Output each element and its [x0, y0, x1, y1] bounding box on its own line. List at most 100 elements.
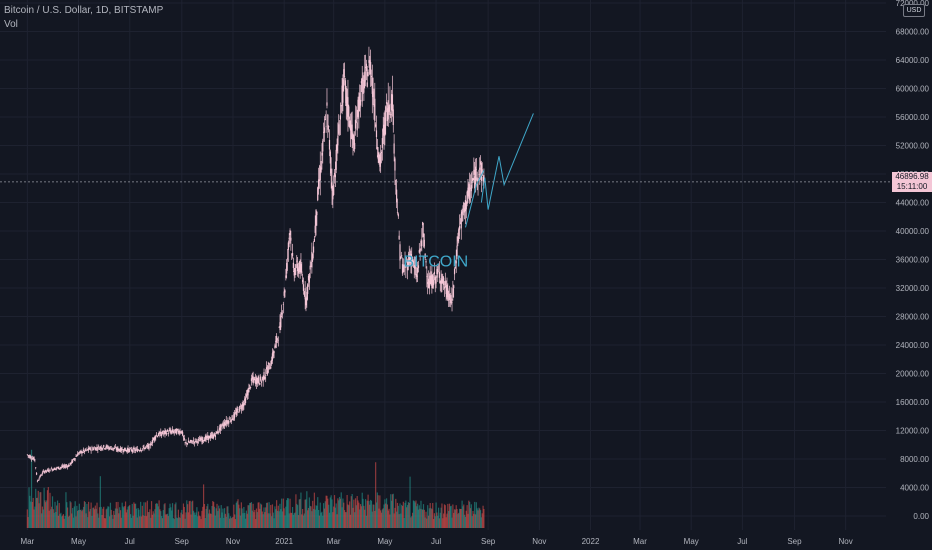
volume-bar — [448, 510, 450, 528]
volume-bar — [204, 518, 206, 528]
candle-body — [449, 302, 451, 303]
candle-body — [406, 260, 408, 261]
candle-body — [102, 448, 104, 450]
candle-body — [198, 438, 200, 440]
volume-bar — [182, 503, 185, 528]
candle-body — [291, 252, 294, 257]
candle-body — [285, 275, 287, 278]
candle-body — [419, 249, 421, 252]
candle-body — [435, 277, 437, 284]
price-axis[interactable]: 72000.0068000.0064000.0060000.0056000.00… — [896, 0, 930, 521]
volume-bar — [379, 495, 381, 528]
candle-body — [432, 276, 434, 288]
volume-bar — [124, 506, 126, 528]
volume-bar — [49, 492, 51, 528]
candle-body — [145, 445, 148, 447]
volume-bar — [34, 506, 36, 528]
candle-body — [319, 165, 321, 181]
candle-body — [309, 265, 311, 270]
volume-bar — [253, 512, 255, 528]
candle-body — [197, 438, 200, 441]
candle-body — [364, 71, 366, 82]
volume-bar — [459, 508, 462, 528]
candle-body — [263, 372, 265, 380]
volume-bar — [268, 502, 270, 528]
volume-bar — [104, 518, 106, 528]
candle-body — [415, 273, 417, 277]
volume-bar — [69, 501, 71, 528]
volume-bar — [50, 509, 52, 528]
candle-body — [382, 130, 384, 132]
candle-body — [109, 446, 112, 448]
volume-bar — [56, 500, 59, 528]
volume-bar — [254, 510, 256, 528]
symbol-title[interactable]: Bitcoin / U.S. Dollar, 1D, BITSTAMP — [4, 5, 164, 16]
candle-body — [478, 174, 480, 175]
candle-body — [121, 449, 123, 451]
volume-bar — [478, 507, 480, 528]
volume-bar — [356, 496, 358, 528]
volume-bar — [239, 508, 241, 528]
volume-bar — [347, 504, 349, 528]
candle-body — [185, 442, 187, 443]
volume-bar — [385, 498, 388, 528]
volume-label[interactable]: Vol — [4, 19, 18, 30]
volume-bar — [206, 506, 208, 528]
candle-body — [220, 424, 222, 428]
candle-body — [414, 265, 416, 269]
volume-bar — [390, 494, 392, 528]
volume-bar — [184, 518, 186, 528]
volume-bar — [339, 498, 341, 528]
candle-body — [272, 351, 274, 357]
candle-body — [173, 431, 175, 433]
candle-body — [248, 387, 250, 393]
volume-bar — [29, 495, 31, 528]
volume-bar — [481, 513, 483, 528]
candle-body — [469, 186, 471, 201]
candle-body — [289, 230, 291, 235]
currency-badge[interactable]: USD — [903, 4, 925, 17]
volume-bar — [472, 510, 474, 528]
volume-bar — [120, 517, 122, 528]
volume-bar — [318, 515, 321, 528]
candle-body — [476, 177, 478, 182]
candle-body — [409, 257, 411, 264]
candle-body — [154, 436, 156, 440]
volume-bar — [147, 512, 149, 528]
volume-bar — [152, 511, 154, 528]
candle-body — [374, 98, 376, 121]
candle-body — [79, 450, 81, 452]
candle-body — [322, 140, 324, 152]
volume-bar — [79, 509, 81, 528]
candle-body — [452, 288, 454, 298]
candle-body — [367, 72, 369, 77]
volume-bar — [146, 500, 148, 528]
volume-bar — [77, 510, 80, 528]
volume-bar — [479, 508, 481, 528]
volume-bar — [366, 500, 368, 528]
candle-body — [200, 437, 202, 441]
volume-bar — [414, 502, 416, 528]
volume-bar — [207, 503, 209, 528]
candle-body — [138, 450, 140, 451]
candle-body — [356, 122, 358, 131]
volume-bar — [470, 504, 472, 528]
candle-body — [75, 456, 77, 458]
volume-bar — [161, 518, 164, 528]
candle-body — [158, 432, 160, 436]
volume-bar — [309, 505, 311, 528]
candle-body — [72, 459, 74, 463]
candle-body — [368, 60, 370, 63]
volume-bar — [383, 504, 385, 528]
time-axis[interactable]: Mar May Jul Sep Nov 2021 Mar May Jul Sep Nov 2022 Ma… — [20, 537, 852, 546]
volume-bar — [135, 508, 138, 528]
volume-bar — [338, 496, 341, 528]
candle-body — [411, 258, 413, 264]
volume-bar — [165, 514, 167, 528]
volume-bar — [136, 517, 138, 528]
candle-body — [151, 439, 153, 444]
volume-bar — [260, 503, 262, 528]
candle-body — [381, 138, 383, 148]
x-tick-label: Nov — [532, 537, 546, 546]
